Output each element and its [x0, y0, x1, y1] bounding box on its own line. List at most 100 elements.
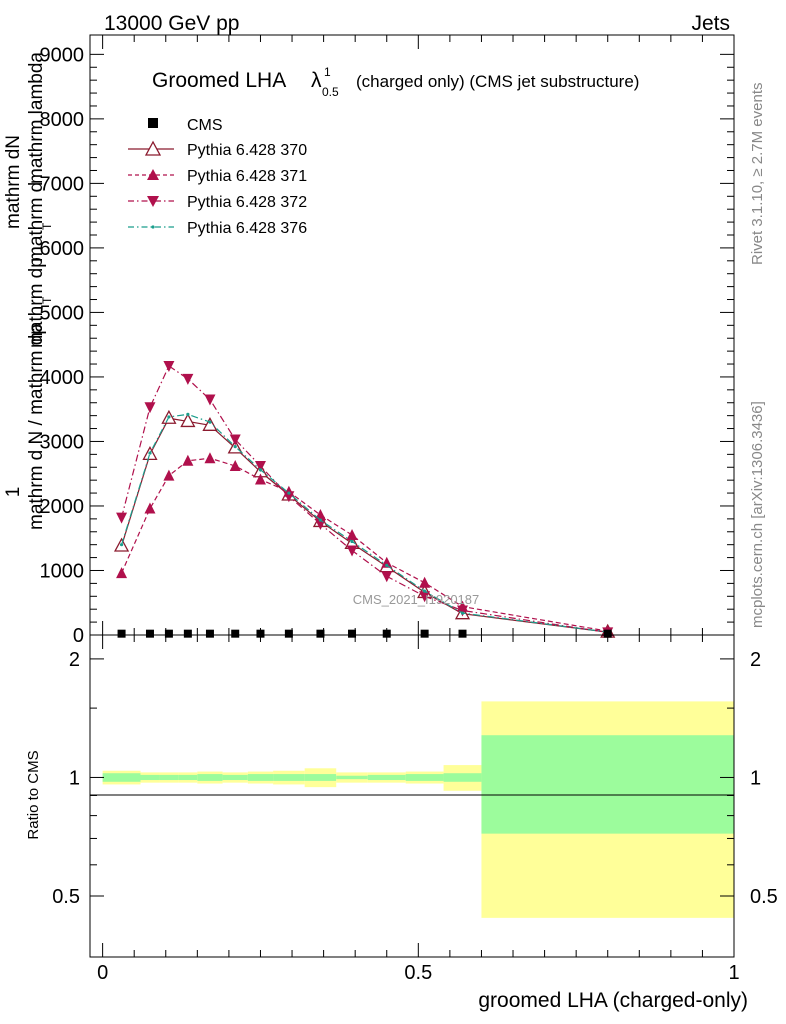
legend-marker-372 [147, 196, 159, 207]
legend-marker-371 [147, 169, 159, 180]
ratio-stat-band [140, 774, 160, 781]
legend-item-376: Pythia 6.428 376 [128, 220, 307, 237]
legend-item-370: Pythia 6.428 370 [128, 140, 307, 159]
ratio-stat-band [222, 774, 248, 781]
series-line-1 [121, 457, 608, 632]
series-point-1 [229, 459, 241, 471]
series-point-2 [381, 571, 393, 583]
cms-data-point [164, 629, 173, 638]
ratio-tick-label: 1 [69, 767, 80, 789]
legend-label-cms: CMS [187, 117, 223, 134]
legend-label-371: Pythia 6.428 371 [187, 168, 307, 185]
y-axis-label-line2d: mathrm lambda [26, 52, 47, 184]
legend-label-372: Pythia 6.428 372 [187, 194, 307, 211]
cms-data-point [231, 629, 240, 638]
series-point-3 [385, 563, 389, 567]
y-axis-label-sub-t1: T [40, 296, 54, 304]
series-point-1 [254, 473, 266, 485]
main-data-layer [113, 360, 616, 639]
series-point-3 [350, 539, 354, 544]
legend-label-370: Pythia 6.428 370 [187, 142, 307, 159]
ratio-stat-band [178, 774, 198, 781]
series-point-1 [419, 576, 431, 588]
y-tick-label: 5000 [40, 302, 85, 324]
legend-marker-370 [144, 140, 162, 156]
y-tick-label: 0 [73, 625, 84, 647]
series-point-2 [182, 373, 194, 385]
chart-title: Groomed LHA λ 1 0.5 (charged only) (CMS … [152, 65, 639, 99]
series-point-3 [460, 611, 465, 615]
series-point-2 [116, 512, 128, 524]
series-point-1 [116, 567, 128, 579]
ratio-stat-band [247, 774, 274, 781]
y-axis-label: 1 mathrm dN mathrm d N / mathrm dp mathr… [3, 52, 54, 530]
legend: CMS Pythia 6.428 370 Pythia 6.428 371 Py… [128, 117, 307, 237]
x-axis-ticks: 0 0.5 1 [97, 635, 740, 984]
series-point-3 [186, 412, 190, 416]
y-axis-label-prefix: 1 [3, 487, 24, 498]
x-tick-label: 0.5 [404, 962, 432, 984]
cms-data-point [205, 629, 214, 638]
cms-data-point [117, 629, 126, 638]
chart-title-text: Groomed LHA [152, 69, 286, 92]
series-point-2 [229, 434, 241, 446]
cms-data-point [382, 629, 391, 638]
ratio-tick-label: 0.5 [52, 886, 80, 908]
y-tick-label: 2000 [40, 496, 85, 518]
chart-title-suffix: (charged only) (CMS jet substructure) [356, 72, 639, 91]
y-axis-label-line2b: mathrm dp [26, 257, 47, 348]
y-tick-label: 3000 [40, 431, 85, 453]
cms-data-point [183, 629, 192, 638]
ratio-bands [102, 701, 734, 918]
legend-item-371: Pythia 6.428 371 [128, 168, 307, 185]
series-point-3 [287, 491, 291, 495]
ratio-axis-ticks: 0.5 0.5 1 1 2 2 [52, 649, 778, 908]
series-point-1 [381, 556, 393, 568]
series-point-3 [423, 589, 427, 593]
series-point-1 [144, 502, 156, 514]
y-tick-label: 9000 [40, 44, 85, 66]
ratio-y-axis-label: Ratio to CMS [25, 750, 42, 839]
x-tick-label: 0 [97, 962, 108, 984]
legend-marker-376 [151, 225, 155, 229]
series-point-3 [208, 420, 212, 424]
series-line-2 [120, 365, 608, 634]
chart-title-symbol: λ [311, 69, 322, 92]
cms-data-point [284, 629, 293, 638]
series-point-2 [419, 591, 431, 603]
series-point-3 [148, 451, 152, 455]
legend-label-376: Pythia 6.428 376 [187, 220, 307, 237]
ratio-stat-band [304, 774, 337, 781]
ratio-stat-band [102, 773, 141, 782]
mcplots-label: mcplots.cern.ch [arXiv:1306.3436] [749, 401, 766, 628]
series-point-3 [167, 415, 171, 419]
legend-item-372: Pythia 6.428 372 [128, 194, 307, 211]
series-point-1 [182, 454, 194, 466]
legend-item-cms: CMS [148, 117, 223, 134]
series-point-2 [144, 402, 156, 414]
y-axis-label-line2c: mathrm d [26, 182, 47, 262]
series-point-0 [202, 416, 218, 431]
ratio-plot: 0.5 0.51 12 2 0 0.5 1 Ratio to CMS [25, 634, 778, 984]
cms-data-point [458, 629, 467, 638]
y-tick-label: 6000 [40, 238, 85, 260]
series-point-1 [163, 469, 175, 481]
ratio-tick-label-right: 0.5 [750, 886, 778, 908]
y-tick-label: 7000 [40, 173, 85, 195]
y-axis-label-sub-t2: T [40, 222, 54, 230]
series-point-2 [346, 545, 358, 557]
ratio-plot-frame [89, 634, 735, 958]
ratio-stat-band [336, 775, 368, 780]
ratio-tick-label: 2 [69, 649, 80, 671]
ratio-stat-band [367, 774, 406, 781]
cms-data-point [145, 629, 154, 638]
y-tick-label: 8000 [40, 109, 85, 131]
y-tick-label: 4000 [40, 367, 85, 389]
series-point-2 [283, 491, 295, 503]
series-point-0 [180, 413, 196, 428]
rivet-label: Rivet 3.1.10, ≥ 2.7M events [749, 83, 766, 266]
cms-data-point [603, 629, 612, 638]
ratio-stat-band [405, 774, 444, 781]
series-point-1 [346, 529, 358, 540]
